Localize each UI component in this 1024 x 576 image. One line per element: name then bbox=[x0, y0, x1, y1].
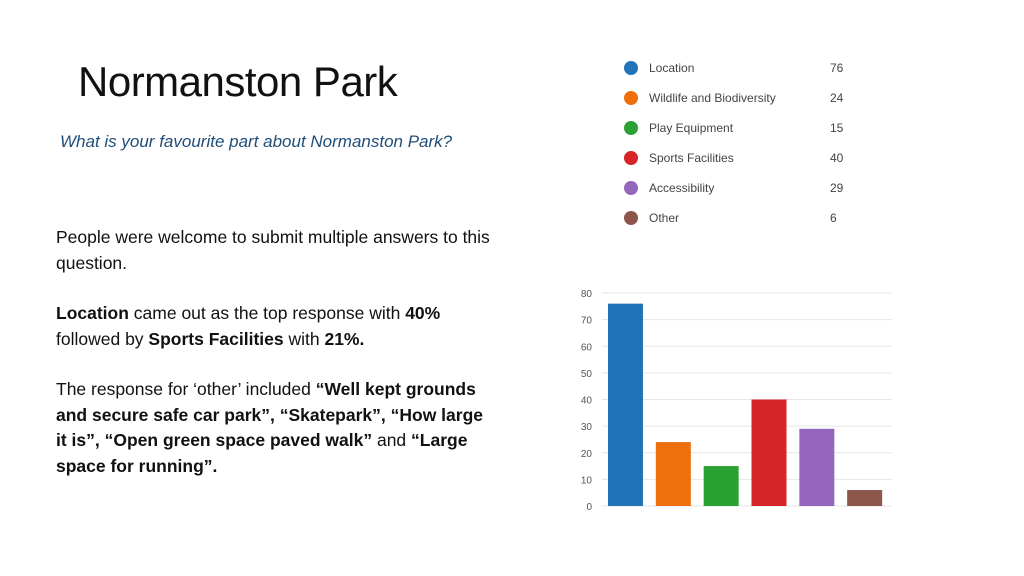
highlight-percent-location: 40% bbox=[405, 303, 441, 323]
legend-label: Wildlife and Biodiversity bbox=[649, 91, 776, 105]
legend-label: Accessibility bbox=[649, 181, 715, 195]
summary-text-span: with bbox=[283, 328, 325, 349]
y-tick-label: 0 bbox=[586, 502, 592, 513]
summary-text: People were welcome to submit multiple a… bbox=[56, 225, 496, 479]
summary-text-span: and bbox=[372, 430, 412, 450]
highlight-sports-facilities: Sports Facilities bbox=[148, 328, 284, 349]
legend-item: Other 6 bbox=[622, 207, 852, 237]
bar bbox=[799, 428, 835, 506]
summary-paragraph-2: Location came out as the top response wi… bbox=[56, 301, 496, 352]
legend-swatch bbox=[624, 61, 638, 75]
legend-label: Location bbox=[649, 61, 695, 75]
summary-paragraph-3: The response for ‘other’ included “Well … bbox=[56, 377, 496, 479]
bar bbox=[608, 303, 643, 506]
highlight-percent-sports: 21%. bbox=[324, 328, 365, 349]
y-tick-label: 30 bbox=[581, 422, 593, 433]
summary-paragraph-1: People were welcome to submit multiple a… bbox=[56, 227, 490, 273]
y-tick-label: 10 bbox=[581, 475, 593, 486]
legend-label: Sports Facilities bbox=[649, 151, 734, 165]
page-title: Normanston Park bbox=[78, 58, 398, 105]
y-tick-label: 40 bbox=[581, 396, 593, 407]
legend-swatch bbox=[624, 151, 638, 165]
legend-count: 15 bbox=[830, 121, 844, 135]
legend-count: 76 bbox=[830, 61, 844, 75]
legend-count: 6 bbox=[830, 211, 837, 225]
other-responses-quotes: “Well kept grounds and secure safe car p… bbox=[56, 379, 483, 450]
survey-question: What is your favourite part about Norman… bbox=[60, 132, 453, 151]
legend-swatch bbox=[624, 181, 638, 195]
summary-text-span: came out as the top response with bbox=[128, 303, 406, 323]
y-tick-label: 60 bbox=[581, 342, 593, 353]
other-responses-last-quote: “Large space for running”. bbox=[56, 430, 468, 476]
legend-swatch bbox=[624, 91, 638, 105]
y-tick-label: 70 bbox=[581, 316, 593, 327]
legend-item: Play Equipment 15 bbox=[622, 117, 852, 147]
legend-swatch bbox=[624, 121, 638, 135]
bar bbox=[703, 466, 739, 506]
legend-swatch bbox=[624, 211, 638, 225]
bar bbox=[751, 399, 787, 506]
y-tick-label: 80 bbox=[581, 289, 593, 300]
legend-item: Location 76 bbox=[622, 57, 852, 87]
legend-item: Accessibility 29 bbox=[622, 177, 852, 207]
highlight-location: Location bbox=[56, 303, 129, 323]
legend-count: 40 bbox=[830, 151, 844, 165]
y-tick-label: 20 bbox=[581, 449, 593, 460]
bar bbox=[847, 490, 883, 506]
legend-label: Other bbox=[649, 211, 680, 225]
legend-item: Sports Facilities 40 bbox=[622, 147, 852, 177]
y-tick-label: 50 bbox=[581, 369, 593, 380]
summary-text-span: The response for ‘other’ included bbox=[56, 379, 316, 399]
legend-count: 29 bbox=[830, 181, 844, 195]
legend-item: Wildlife and Biodiversity 24 bbox=[622, 87, 852, 117]
bar-chart: 0 10 20 30 40 50 60 70 80 bbox=[581, 289, 892, 513]
bar bbox=[655, 442, 691, 506]
legend-label: Play Equipment bbox=[649, 121, 734, 135]
chart-legend: Location 76 Wildlife and Biodiversity 24 Pla… bbox=[622, 57, 852, 237]
summary-text-span: followed by bbox=[56, 328, 149, 349]
legend-count: 24 bbox=[830, 91, 844, 105]
